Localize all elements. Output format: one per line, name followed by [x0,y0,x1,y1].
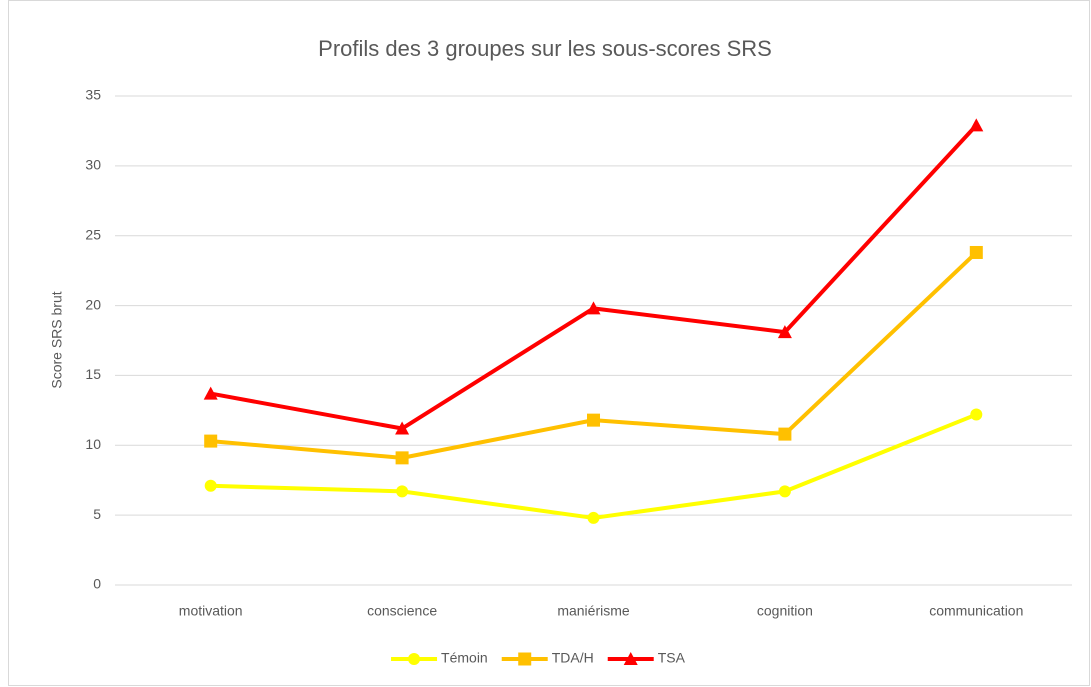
y-tick-label: 30 [85,157,101,173]
marker [778,485,791,498]
x-tick-label: motivation [179,603,243,619]
marker [777,325,792,339]
marker [204,479,217,492]
x-tick-label: maniérisme [557,603,630,619]
legend-label: TSA [658,650,686,666]
y-tick-label: 10 [85,436,101,452]
marker [778,427,792,441]
marker [969,245,983,259]
marker [396,485,409,498]
y-tick-label: 25 [85,226,101,242]
chart-title: Profils des 3 groupes sur les sous-score… [318,36,772,61]
marker [204,434,218,448]
x-tick-label: conscience [367,603,437,619]
marker [623,652,638,665]
marker [408,653,421,665]
marker [395,421,410,435]
marker [518,652,532,666]
y-tick-label: 0 [93,576,101,592]
marker [587,511,600,524]
legend-label: TDA/H [552,650,594,666]
y-tick-label: 20 [85,296,101,312]
legend-label: Témoin [441,650,488,666]
y-tick-label: 35 [85,87,101,103]
marker [395,451,409,465]
marker [203,386,218,400]
y-axis-label: Score SRS brut [49,291,65,388]
chart-border [8,0,1090,686]
marker [586,301,601,315]
x-tick-label: cognition [757,603,813,619]
marker [969,118,984,132]
y-tick-label: 5 [93,506,101,522]
y-tick-label: 15 [85,366,101,382]
x-tick-label: communication [929,603,1023,619]
marker [587,413,600,427]
marker [970,408,983,421]
